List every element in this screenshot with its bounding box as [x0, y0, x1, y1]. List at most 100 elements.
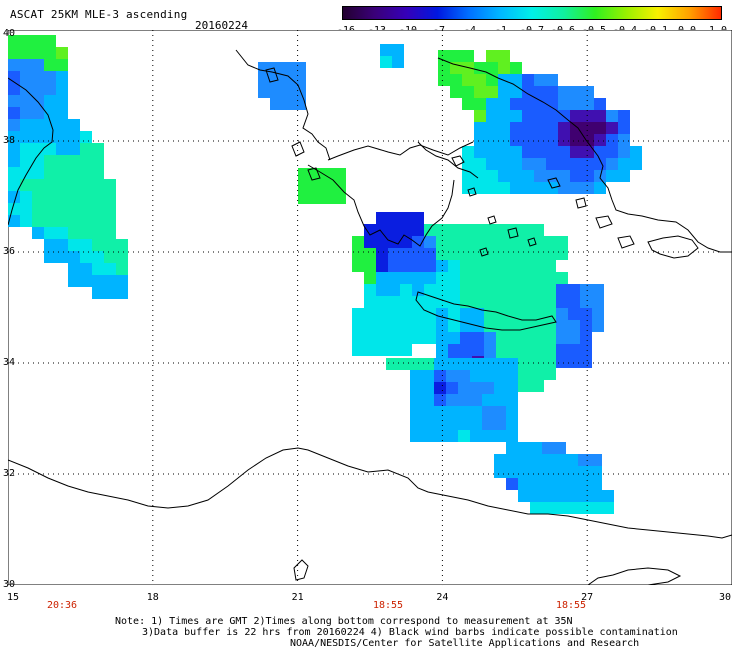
- backscatter-cell: [606, 146, 618, 158]
- backscatter-cell: [520, 284, 532, 296]
- backscatter-cell: [8, 83, 20, 95]
- backscatter-cell: [364, 296, 376, 308]
- backscatter-cell: [510, 146, 522, 158]
- backscatter-cell: [544, 260, 556, 272]
- backscatter-cell: [498, 170, 510, 182]
- backscatter-cell: [270, 86, 282, 98]
- backscatter-cell: [422, 370, 434, 382]
- backscatter-cell: [568, 308, 580, 320]
- backscatter-cell: [556, 284, 568, 296]
- backscatter-cell: [534, 98, 546, 110]
- backscatter-cell: [104, 287, 116, 299]
- backscatter-cell: [388, 308, 400, 320]
- backscatter-cell: [520, 356, 532, 368]
- backscatter-cell: [412, 212, 424, 224]
- backscatter-cell: [258, 86, 270, 98]
- backscatter-cell: [532, 272, 544, 284]
- backscatter-cell: [422, 394, 434, 406]
- backscatter-cell: [422, 430, 434, 442]
- backscatter-cell: [520, 260, 532, 272]
- backscatter-cell: [582, 110, 594, 122]
- backscatter-cell: [470, 358, 482, 370]
- backscatter-cell: [486, 86, 498, 98]
- backscatter-cell: [8, 71, 20, 83]
- backscatter-cell: [20, 143, 32, 155]
- backscatter-cell: [376, 260, 388, 272]
- backscatter-cell: [494, 466, 506, 478]
- backscatter-cell: [104, 191, 116, 203]
- backscatter-cell: [472, 296, 484, 308]
- backscatter-cell: [594, 134, 606, 146]
- backscatter-cell: [494, 370, 506, 382]
- backscatter-cell: [8, 107, 20, 119]
- backscatter-cell: [92, 167, 104, 179]
- backscatter-cell: [8, 155, 20, 167]
- backscatter-cell: [446, 418, 458, 430]
- backscatter-cell: [546, 86, 558, 98]
- backscatter-cell: [474, 110, 486, 122]
- backscatter-cell: [496, 272, 508, 284]
- backscatter-cell: [8, 143, 20, 155]
- backscatter-cell: [594, 110, 606, 122]
- backscatter-cell: [388, 212, 400, 224]
- backscatter-cell: [92, 287, 104, 299]
- backscatter-cell: [484, 224, 496, 236]
- backscatter-cell: [558, 170, 570, 182]
- backscatter-cell: [508, 296, 520, 308]
- backscatter-cell: [410, 358, 422, 370]
- backscatter-cell: [592, 320, 604, 332]
- backscatter-cell: [544, 308, 556, 320]
- backscatter-cell: [56, 59, 68, 71]
- backscatter-cell: [530, 442, 542, 454]
- backscatter-cell: [56, 239, 68, 251]
- backscatter-cell: [510, 62, 522, 74]
- backscatter-cell: [590, 502, 602, 514]
- backscatter-cell: [44, 35, 56, 47]
- backscatter-cell: [494, 418, 506, 430]
- backscatter-cell: [412, 272, 424, 284]
- backscatter-cell: [606, 110, 618, 122]
- backscatter-cell: [80, 239, 92, 251]
- backscatter-cell: [80, 179, 92, 191]
- backscatter-cell: [400, 272, 412, 284]
- backscatter-cell: [510, 98, 522, 110]
- backscatter-cell: [474, 98, 486, 110]
- backscatter-cell: [410, 394, 422, 406]
- backscatter-cell: [522, 158, 534, 170]
- backscatter-cell: [602, 502, 614, 514]
- note-line-1: Note: 1) Times are GMT 2)Times along bot…: [115, 616, 573, 627]
- backscatter-cell: [498, 146, 510, 158]
- backscatter-cell: [376, 272, 388, 284]
- backscatter-cell: [568, 332, 580, 344]
- backscatter-cell: [522, 182, 534, 194]
- backscatter-cell: [544, 296, 556, 308]
- backscatter-cell: [496, 224, 508, 236]
- backscatter-cell: [482, 430, 494, 442]
- backscatter-cell: [32, 107, 44, 119]
- backscatter-cell: [364, 236, 376, 248]
- backscatter-cell: [554, 490, 566, 502]
- backscatter-cell: [520, 224, 532, 236]
- backscatter-cell: [486, 110, 498, 122]
- backscatter-cell: [462, 146, 474, 158]
- backscatter-cell: [558, 134, 570, 146]
- backscatter-cell: [8, 215, 20, 227]
- backscatter-cell: [506, 370, 518, 382]
- backscatter-cell: [282, 62, 294, 74]
- backscatter-cell: [282, 74, 294, 86]
- backscatter-cell: [532, 248, 544, 260]
- backscatter-cell: [474, 74, 486, 86]
- backscatter-cell: [522, 170, 534, 182]
- backscatter-cell: [8, 179, 20, 191]
- backscatter-cell: [424, 284, 436, 296]
- backscatter-cell: [582, 182, 594, 194]
- backscatter-cell: [474, 182, 486, 194]
- backscatter-cell: [496, 344, 508, 356]
- backscatter-cell: [462, 182, 474, 194]
- backscatter-cell: [578, 490, 590, 502]
- backscatter-cell: [486, 122, 498, 134]
- backscatter-cell: [334, 180, 346, 192]
- backscatter-cell: [570, 158, 582, 170]
- backscatter-cell: [352, 320, 364, 332]
- backscatter-cell: [482, 406, 494, 418]
